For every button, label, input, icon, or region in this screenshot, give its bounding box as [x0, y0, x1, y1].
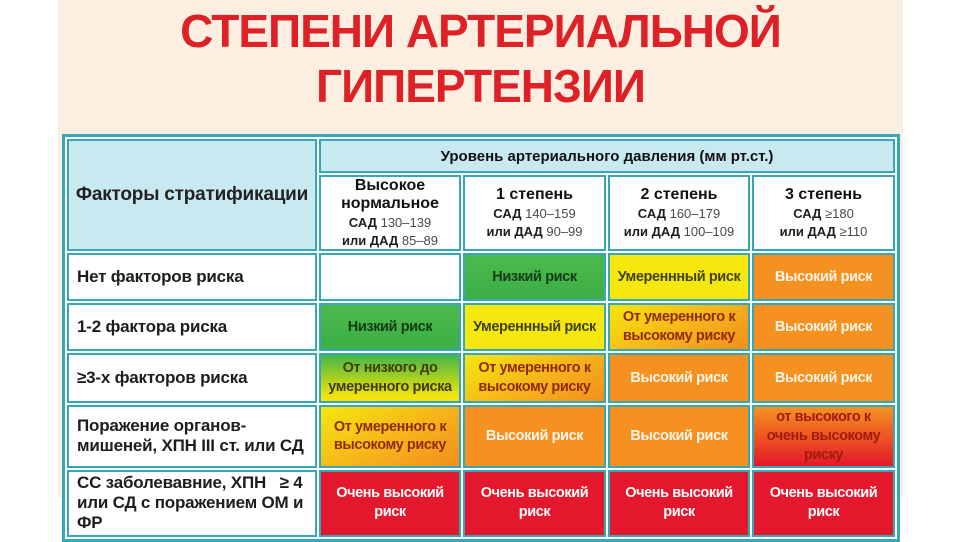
header-row-grades: Высокое нормальное САД 130–139 или ДАД 85–…: [67, 175, 896, 252]
risk-cell: Высокий риск: [608, 353, 750, 404]
row-label: Нет факторов риска: [67, 253, 317, 302]
risk-cell: от высокого к очень высокому риску: [752, 405, 896, 468]
risk-cell: От умеренного к высокому риску: [608, 303, 750, 352]
grade-header: Высокое нормальное САД 130–139 или ДАД 85–…: [319, 175, 461, 252]
title-line-1: СТЕПЕНИ АРТЕРИАЛЬНОЙ: [180, 5, 782, 57]
risk-cell: Высокий риск: [608, 405, 750, 468]
grade-title: 3 степень: [785, 186, 863, 203]
title-line-2: ГИПЕРТЕНЗИИ: [316, 60, 646, 113]
risk-cell: От умеренного к высокому риску: [319, 405, 461, 468]
header-row-top: Факторы стратификации Уровень артериальн…: [67, 139, 896, 252]
grade-title: Высокое нормальное: [341, 177, 439, 212]
risk-cell: Высокий риск: [463, 405, 606, 468]
corner-header: Факторы стратификации: [67, 139, 317, 252]
sad-range: САД ≥180: [793, 206, 854, 221]
risk-cell: От умеренного к высокому риску: [463, 353, 606, 404]
sad-range: САД 130–139: [348, 215, 432, 230]
risk-cell: От низкого до умеренного риска: [319, 353, 461, 404]
table-row: Нет факторов риска Низкий риск Умереннный …: [67, 253, 896, 302]
dad-range: или ДАД 90–99: [486, 223, 583, 239]
risk-cell: Очень высокий риск: [608, 469, 750, 537]
risk-cell: Очень высокий риск: [463, 469, 606, 537]
grade-header: 3 степень САД ≥180 или ДАД ≥110: [752, 175, 896, 252]
bp-level-header: Уровень артериального давления (мм рт.ст…: [319, 139, 896, 173]
grade-header: 2 степень САД 160–179 или ДАД 100–109: [608, 175, 750, 252]
row-label: 1-2 фактора риска: [67, 303, 317, 352]
row-label: СС заболевавние, ХПН ≥ 4 или СД с пораже…: [67, 469, 317, 537]
table-row: СС заболевавние, ХПН ≥ 4 или СД с пораже…: [67, 469, 896, 537]
risk-cell: Высокий риск: [752, 303, 896, 352]
sad-range: САД 140–159: [493, 206, 576, 221]
table-row: ≥3-х факторов риска От низкого до умеренн…: [67, 353, 896, 404]
dad-range: или ДАД ≥110: [779, 223, 868, 239]
risk-table-wrapper: Факторы стратификации Уровень артериальн…: [62, 134, 901, 542]
dad-range: или ДАД 85–89: [341, 232, 439, 248]
infographic-content: СТЕПЕНИ АРТЕРИАЛЬНОЙ ГИПЕРТЕНЗИИ Факторы…: [58, 0, 903, 542]
table-row: Поражение органов-мишеней, ХПН III ст. и…: [67, 405, 896, 468]
grade-title: 1 степень: [495, 186, 574, 203]
dad-range: или ДАД 100–109: [623, 223, 735, 239]
row-label: ≥3-х факторов риска: [67, 353, 317, 404]
page: { "title": { "line1": "СТЕПЕНИ АРТЕРИАЛЬ…: [58, 0, 903, 542]
risk-cell: Умереннный риск: [608, 253, 750, 302]
row-label: Поражение органов-мишеней, ХПН III ст. и…: [67, 405, 317, 468]
grade-title: 2 степень: [640, 186, 718, 203]
table-row: 1-2 фактора риска Низкий риск Умереннный р…: [67, 303, 896, 352]
risk-cell: [319, 253, 461, 302]
risk-cell: Очень высокий риск: [319, 469, 461, 537]
risk-cell: Низкий риск: [319, 303, 461, 352]
risk-cell: Умереннный риск: [463, 303, 606, 352]
risk-cell: Низкий риск: [463, 253, 606, 302]
risk-cell: Высокий риск: [752, 253, 896, 302]
risk-cell: Очень высокий риск: [752, 469, 896, 537]
grade-header: 1 степень САД 140–159 или ДАД 90–99: [463, 175, 606, 252]
sad-range: САД 160–179: [637, 206, 721, 221]
risk-stratification-table: Факторы стратификации Уровень артериальн…: [62, 134, 901, 542]
risk-cell: Высокий риск: [752, 353, 896, 404]
page-title: СТЕПЕНИ АРТЕРИАЛЬНОЙ ГИПЕРТЕНЗИИ: [58, 0, 903, 114]
